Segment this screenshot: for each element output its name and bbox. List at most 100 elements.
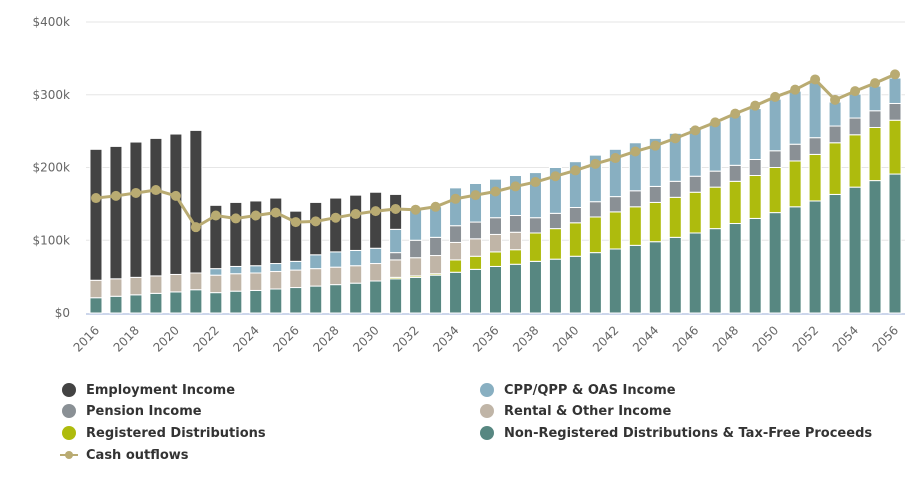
bar-segment (489, 251, 502, 267)
legend-item-non-registered-distributions[interactable]: Non-Registered Distributions & Tax-Free … (480, 423, 872, 443)
bar-segment (389, 228, 403, 254)
bar-segment (648, 201, 662, 243)
legend-dot-icon (480, 426, 494, 440)
legend-item-pension-income[interactable]: Pension Income (62, 401, 202, 421)
legend-item-registered-distributions[interactable]: Registered Distributions (62, 423, 266, 443)
cash-outflows-point (530, 177, 541, 188)
bar-segment (608, 211, 622, 250)
cash-outflows-point (590, 158, 601, 169)
bar-segment (708, 170, 722, 188)
bar-segment (808, 81, 822, 139)
bar-segment (309, 254, 323, 270)
cash-outflows-point (350, 209, 361, 220)
bar-segment (748, 175, 762, 219)
bar-segment (588, 216, 602, 254)
bar-segment (548, 212, 562, 230)
bar-segment (888, 102, 902, 121)
legend-label: Cash outflows (86, 447, 189, 463)
bar-segment (548, 228, 562, 260)
bar-segment (848, 117, 862, 136)
bar-segment (329, 266, 343, 286)
bar-segment (189, 289, 203, 314)
y-tick-label: $300k (33, 88, 71, 102)
legend-item-rental-other-income[interactable]: Rental & Other Income (480, 401, 671, 421)
bar-segment (508, 263, 522, 314)
bar-segment (369, 191, 383, 249)
x-tick-label: 2024 (230, 323, 261, 354)
bar-segment (888, 77, 902, 104)
cash-outflows-point (690, 125, 701, 136)
bar-segment (469, 183, 483, 223)
bar-segment (369, 247, 383, 265)
cash-outflows-point (310, 216, 321, 227)
cash-outflows-point (830, 94, 841, 105)
cash-outflows-point (870, 78, 881, 89)
cash-outflows-point (470, 190, 481, 201)
bar-segment (189, 272, 203, 291)
legend-label: Non-Registered Distributions & Tax-Free … (504, 425, 873, 441)
bar-segment (429, 236, 443, 257)
bar-segment (508, 231, 522, 251)
bar-segment (149, 292, 163, 314)
x-tick-label: 2048 (710, 323, 741, 354)
bar-segment (788, 90, 802, 145)
legend-dot-icon (62, 404, 76, 418)
bar-segment (449, 271, 463, 314)
bar-segment (369, 263, 383, 282)
bar-segment (768, 167, 782, 214)
legend-item-cpp-oas-income[interactable]: CPP/QPP & OAS Income (480, 380, 676, 400)
bar-segment (808, 153, 822, 202)
bar-segment (129, 141, 143, 278)
legend-dot-icon (480, 404, 494, 418)
bar-segment (708, 121, 722, 172)
cash-outflows-point (610, 153, 621, 164)
bar-segment (728, 223, 742, 314)
cash-outflows-point (90, 193, 101, 204)
legend-dot-icon (62, 426, 76, 440)
bar-segment (868, 110, 882, 128)
cash-outflows-point (790, 84, 801, 95)
cash-outflows-point (290, 217, 301, 228)
bar-segment (489, 233, 502, 253)
bar-segment (768, 98, 782, 152)
bar-segment (209, 274, 223, 294)
legend-dot-icon (62, 383, 76, 397)
bar-segment (229, 290, 243, 314)
bar-segment (349, 249, 363, 267)
legend-label: Registered Distributions (86, 425, 266, 441)
legend-item-employment-income[interactable]: Employment Income (62, 380, 235, 400)
bar-segment (828, 125, 842, 144)
bar-segment (489, 217, 502, 235)
bar-segment (149, 137, 163, 277)
bar-segment (748, 217, 762, 314)
bar-segment (668, 196, 682, 238)
bar-segment (508, 215, 522, 233)
bar-segment (369, 280, 383, 314)
bar-segment (349, 265, 363, 284)
bar-segment (449, 225, 463, 243)
y-axis-labels: $0 $100k $200k $300k $400k (33, 15, 71, 320)
legend-item-cash-outflows[interactable]: Cash outflows (60, 445, 189, 465)
grid-layer (86, 21, 905, 315)
cash-outflows-point (750, 100, 761, 111)
bar-segment (668, 236, 682, 314)
legend-label: CPP/QPP & OAS Income (504, 382, 676, 398)
bar-segment (109, 278, 123, 297)
bar-segment (768, 212, 782, 314)
bars-layer (89, 77, 902, 314)
bar-segment (409, 276, 423, 314)
bar-segment (169, 273, 183, 293)
bar-segment (469, 238, 483, 257)
bar-segment (309, 268, 323, 287)
bar-segment (309, 285, 323, 314)
x-tick-label: 2056 (870, 323, 901, 354)
bar-segment (828, 193, 842, 314)
bar-segment (668, 180, 682, 198)
bar-segment (469, 255, 483, 270)
x-tick-label: 2030 (350, 323, 381, 354)
bar-segment (648, 241, 662, 314)
bar-segment (489, 265, 502, 314)
x-tick-label: 2018 (111, 323, 142, 354)
bar-segment (169, 291, 183, 314)
